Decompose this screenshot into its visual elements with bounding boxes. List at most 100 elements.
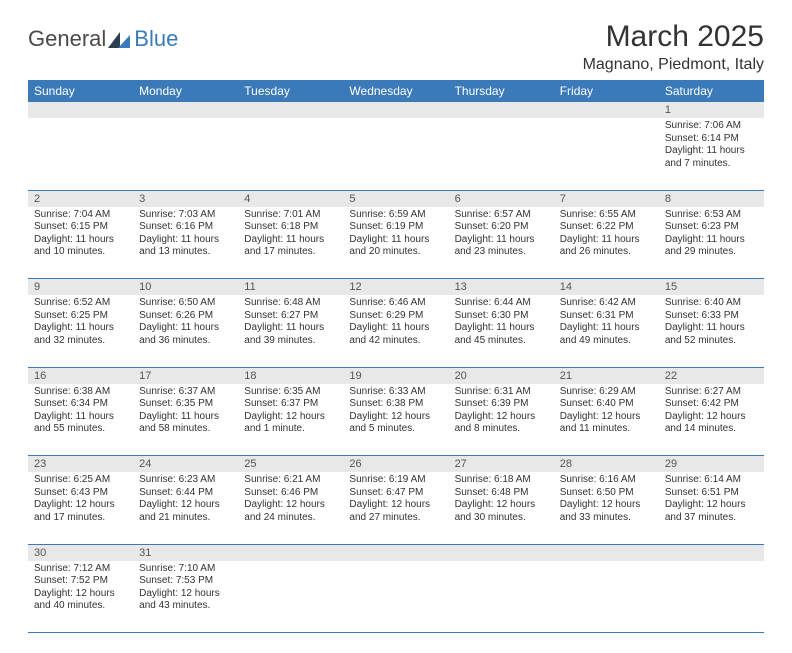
day-content: Sunrise: 6:38 AMSunset: 6:34 PMDaylight:… [28, 384, 133, 440]
header: General Blue March 2025 Magnano, Piedmon… [28, 20, 764, 74]
day-number-cell: 7 [554, 190, 659, 207]
day-number-cell: 13 [449, 279, 554, 296]
day-content: Sunrise: 6:53 AMSunset: 6:23 PMDaylight:… [659, 207, 764, 263]
day-cell: Sunrise: 6:21 AMSunset: 6:46 PMDaylight:… [238, 472, 343, 544]
day-cell [28, 118, 133, 190]
day-number-cell: 30 [28, 544, 133, 561]
day-cell: Sunrise: 7:01 AMSunset: 6:18 PMDaylight:… [238, 207, 343, 279]
day-cell: Sunrise: 6:59 AMSunset: 6:19 PMDaylight:… [343, 207, 448, 279]
weekday-header: Thursday [449, 80, 554, 102]
day-number-cell: 21 [554, 367, 659, 384]
weekday-header: Sunday [28, 80, 133, 102]
day-number-row: 23242526272829 [28, 456, 764, 473]
day-content: Sunrise: 6:16 AMSunset: 6:50 PMDaylight:… [554, 472, 659, 528]
day-content: Sunrise: 6:27 AMSunset: 6:42 PMDaylight:… [659, 384, 764, 440]
location: Magnano, Piedmont, Italy [583, 56, 764, 74]
day-number-cell: 12 [343, 279, 448, 296]
day-cell: Sunrise: 6:46 AMSunset: 6:29 PMDaylight:… [343, 295, 448, 367]
day-cell: Sunrise: 6:44 AMSunset: 6:30 PMDaylight:… [449, 295, 554, 367]
week-row: Sunrise: 6:52 AMSunset: 6:25 PMDaylight:… [28, 295, 764, 367]
day-number-cell: 16 [28, 367, 133, 384]
day-number-cell: 23 [28, 456, 133, 473]
weekday-header: Friday [554, 80, 659, 102]
day-number-cell: 9 [28, 279, 133, 296]
day-content: Sunrise: 6:46 AMSunset: 6:29 PMDaylight:… [343, 295, 448, 351]
day-cell: Sunrise: 6:35 AMSunset: 6:37 PMDaylight:… [238, 384, 343, 456]
day-cell: Sunrise: 6:33 AMSunset: 6:38 PMDaylight:… [343, 384, 448, 456]
title-block: March 2025 Magnano, Piedmont, Italy [583, 20, 764, 74]
day-content: Sunrise: 6:33 AMSunset: 6:38 PMDaylight:… [343, 384, 448, 440]
day-content: Sunrise: 7:12 AMSunset: 7:52 PMDaylight:… [28, 561, 133, 617]
day-number-cell [449, 544, 554, 561]
day-cell: Sunrise: 6:48 AMSunset: 6:27 PMDaylight:… [238, 295, 343, 367]
week-row: Sunrise: 7:12 AMSunset: 7:52 PMDaylight:… [28, 561, 764, 633]
calendar-table: SundayMondayTuesdayWednesdayThursdayFrid… [28, 80, 764, 633]
day-cell [554, 561, 659, 633]
day-content: Sunrise: 6:18 AMSunset: 6:48 PMDaylight:… [449, 472, 554, 528]
week-row: Sunrise: 6:25 AMSunset: 6:43 PMDaylight:… [28, 472, 764, 544]
day-content: Sunrise: 6:48 AMSunset: 6:27 PMDaylight:… [238, 295, 343, 351]
day-content: Sunrise: 6:42 AMSunset: 6:31 PMDaylight:… [554, 295, 659, 351]
day-number-row: 9101112131415 [28, 279, 764, 296]
week-row: Sunrise: 7:06 AMSunset: 6:14 PMDaylight:… [28, 118, 764, 190]
day-number-row: 1 [28, 102, 764, 118]
day-cell: Sunrise: 6:23 AMSunset: 6:44 PMDaylight:… [133, 472, 238, 544]
day-number-cell: 1 [659, 102, 764, 118]
week-row: Sunrise: 7:04 AMSunset: 6:15 PMDaylight:… [28, 207, 764, 279]
day-content: Sunrise: 6:25 AMSunset: 6:43 PMDaylight:… [28, 472, 133, 528]
day-content: Sunrise: 6:55 AMSunset: 6:22 PMDaylight:… [554, 207, 659, 263]
day-content: Sunrise: 6:35 AMSunset: 6:37 PMDaylight:… [238, 384, 343, 440]
day-number-cell: 18 [238, 367, 343, 384]
day-number-cell: 17 [133, 367, 238, 384]
day-content: Sunrise: 6:14 AMSunset: 6:51 PMDaylight:… [659, 472, 764, 528]
day-number-cell [238, 102, 343, 118]
day-number-cell: 27 [449, 456, 554, 473]
day-content: Sunrise: 7:10 AMSunset: 7:53 PMDaylight:… [133, 561, 238, 617]
day-number-cell [28, 102, 133, 118]
day-content: Sunrise: 6:21 AMSunset: 6:46 PMDaylight:… [238, 472, 343, 528]
calendar-page: General Blue March 2025 Magnano, Piedmon… [0, 0, 792, 653]
day-number-row: 3031 [28, 544, 764, 561]
day-number-cell: 28 [554, 456, 659, 473]
day-number-cell: 15 [659, 279, 764, 296]
day-cell [343, 561, 448, 633]
day-number-cell [659, 544, 764, 561]
day-content: Sunrise: 6:44 AMSunset: 6:30 PMDaylight:… [449, 295, 554, 351]
page-title: March 2025 [583, 20, 764, 54]
day-number-cell: 25 [238, 456, 343, 473]
day-cell [554, 118, 659, 190]
day-cell [449, 561, 554, 633]
day-cell: Sunrise: 6:16 AMSunset: 6:50 PMDaylight:… [554, 472, 659, 544]
day-cell [238, 118, 343, 190]
day-cell: Sunrise: 6:29 AMSunset: 6:40 PMDaylight:… [554, 384, 659, 456]
day-content: Sunrise: 6:57 AMSunset: 6:20 PMDaylight:… [449, 207, 554, 263]
day-content: Sunrise: 6:37 AMSunset: 6:35 PMDaylight:… [133, 384, 238, 440]
day-number-cell: 26 [343, 456, 448, 473]
day-number-cell: 11 [238, 279, 343, 296]
day-number-cell: 31 [133, 544, 238, 561]
day-content: Sunrise: 6:23 AMSunset: 6:44 PMDaylight:… [133, 472, 238, 528]
day-cell: Sunrise: 7:06 AMSunset: 6:14 PMDaylight:… [659, 118, 764, 190]
day-content: Sunrise: 7:03 AMSunset: 6:16 PMDaylight:… [133, 207, 238, 263]
day-content: Sunrise: 6:31 AMSunset: 6:39 PMDaylight:… [449, 384, 554, 440]
day-cell: Sunrise: 7:10 AMSunset: 7:53 PMDaylight:… [133, 561, 238, 633]
day-cell: Sunrise: 6:53 AMSunset: 6:23 PMDaylight:… [659, 207, 764, 279]
day-cell: Sunrise: 7:12 AMSunset: 7:52 PMDaylight:… [28, 561, 133, 633]
day-cell: Sunrise: 7:04 AMSunset: 6:15 PMDaylight:… [28, 207, 133, 279]
day-number-cell: 22 [659, 367, 764, 384]
day-content: Sunrise: 6:52 AMSunset: 6:25 PMDaylight:… [28, 295, 133, 351]
day-number-cell [554, 544, 659, 561]
day-cell [133, 118, 238, 190]
day-number-cell [343, 102, 448, 118]
day-number-cell: 10 [133, 279, 238, 296]
day-cell: Sunrise: 6:27 AMSunset: 6:42 PMDaylight:… [659, 384, 764, 456]
day-content: Sunrise: 7:04 AMSunset: 6:15 PMDaylight:… [28, 207, 133, 263]
day-cell: Sunrise: 7:03 AMSunset: 6:16 PMDaylight:… [133, 207, 238, 279]
weekday-header: Wednesday [343, 80, 448, 102]
day-cell: Sunrise: 6:38 AMSunset: 6:34 PMDaylight:… [28, 384, 133, 456]
day-cell [343, 118, 448, 190]
weekday-header-row: SundayMondayTuesdayWednesdayThursdayFrid… [28, 80, 764, 102]
day-number-cell: 2 [28, 190, 133, 207]
weekday-header: Tuesday [238, 80, 343, 102]
day-number-row: 2345678 [28, 190, 764, 207]
